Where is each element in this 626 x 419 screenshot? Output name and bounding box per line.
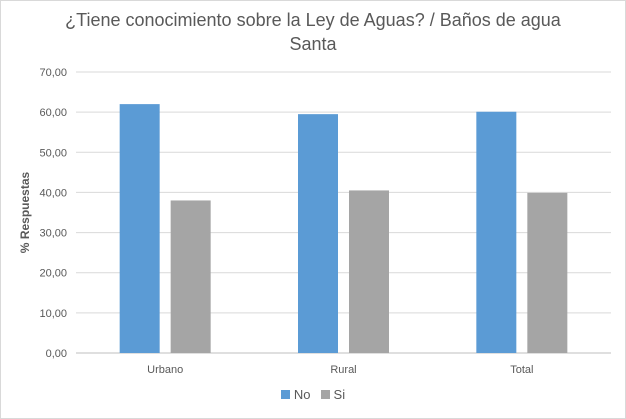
y-tick-label: 40,00 (39, 187, 67, 199)
y-tick-label: 70,00 (39, 67, 67, 79)
bar-no-rural (298, 114, 338, 354)
legend-swatch-si (320, 390, 330, 399)
y-axis-title: % Respuestas (18, 171, 32, 253)
y-tick-label: 20,00 (39, 268, 67, 280)
legend-swatch-no (280, 390, 290, 399)
bar-si-total (527, 192, 568, 353)
y-tick-label: 50,00 (39, 147, 67, 159)
y-tick-label: 30,00 (39, 228, 67, 240)
x-tick-label: Total (510, 364, 533, 376)
bar-no-urbano (119, 104, 160, 353)
bar-no-total (476, 111, 517, 354)
chart-title-line-1: ¿Tiene conocimiento sobre la Ley de Agua… (65, 10, 561, 30)
legend-label-si: Si (333, 387, 346, 402)
chart-title-line-2: Santa (289, 34, 337, 54)
legend-label-no: No (293, 387, 311, 402)
legend-item-si: Si (320, 387, 346, 402)
x-tick-label: Urbano (147, 364, 183, 376)
chart-title: ¿Tiene conocimiento sobre la Ley de Agua… (0, 8, 626, 56)
legend-item-no: No (280, 387, 311, 402)
y-tick-label: 0,00 (46, 348, 67, 360)
bar-si-rural (349, 190, 389, 353)
x-tick-label: Rural (330, 364, 356, 376)
legend: No Si (0, 387, 626, 402)
y-tick-label: 10,00 (39, 308, 67, 320)
y-tick-label: 60,00 (39, 107, 67, 119)
bar-si-urbano (170, 200, 211, 353)
